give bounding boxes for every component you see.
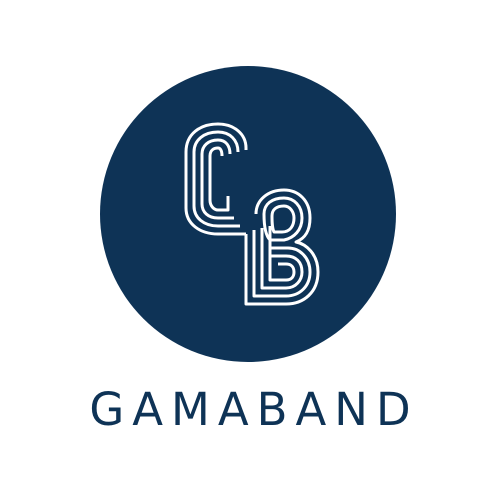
- monogram-letter-b-icon: [244, 188, 320, 306]
- brand-wordmark: GAMABAND: [89, 383, 419, 436]
- brand-circle: [100, 66, 396, 362]
- monogram-letter-g-icon: [184, 122, 248, 236]
- gb-monogram-icon: [184, 122, 320, 306]
